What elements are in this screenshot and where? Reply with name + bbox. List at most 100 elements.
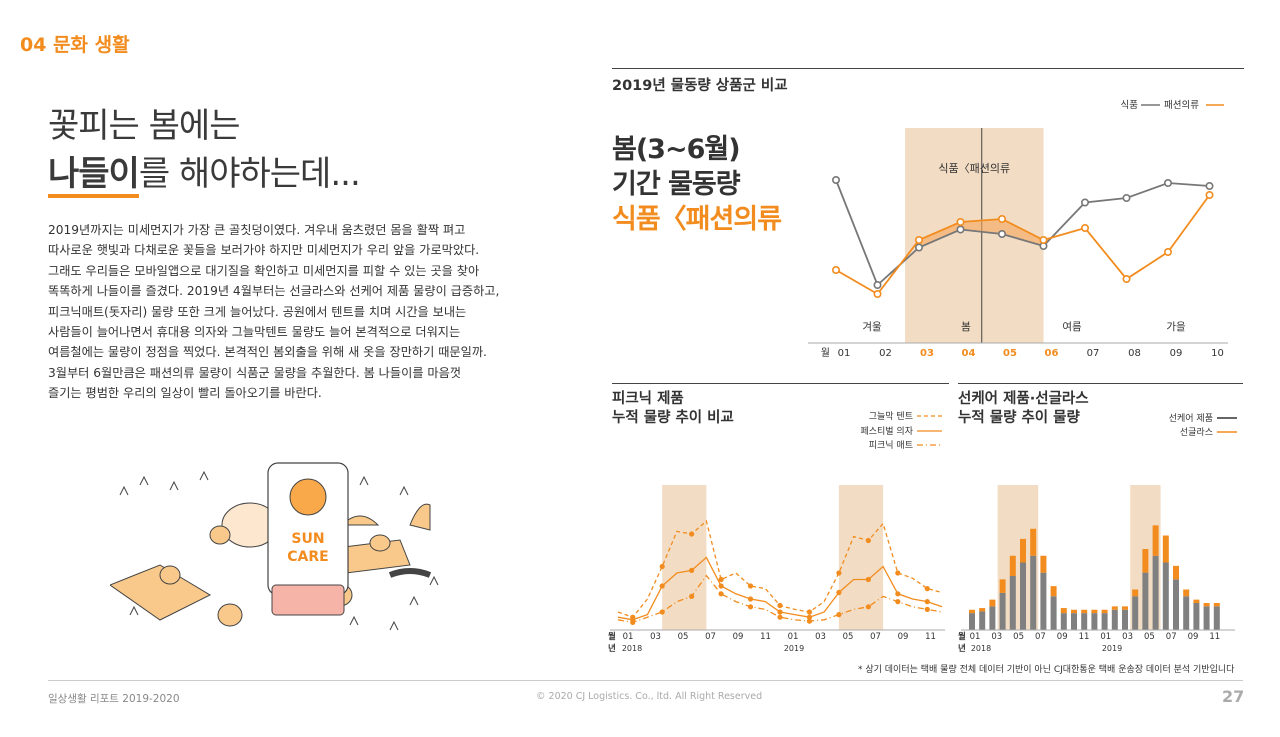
data-point [659, 583, 665, 589]
data-point [956, 218, 965, 227]
data-point [915, 236, 924, 245]
bar-sunglasses [1071, 609, 1077, 614]
bar-sunglasses [1111, 606, 1118, 610]
series-line-패션의류 [835, 194, 1211, 296]
data-point [806, 614, 813, 620]
data-point [836, 570, 842, 576]
picnic-mat-icon [110, 564, 212, 621]
season-label: 겨울 [862, 321, 882, 333]
season-label: 봄 [961, 321, 971, 333]
headline-line1: 꽃피는 봄에는 [48, 106, 240, 146]
data-point [1122, 194, 1131, 203]
x-axis-prefix: 월 [821, 347, 830, 359]
person-icon [369, 534, 391, 552]
body-line: 사람들이 늘어나면서 휴대용 의자와 그늘막텐트 물량도 늘어 본격적으로 더워… [48, 325, 461, 340]
legend-label-sunglasses: 선글라스 [1180, 427, 1213, 438]
legend-label: 페스티벌 의자 [860, 426, 913, 437]
bar-suncare [1173, 579, 1179, 630]
x-tick-label: 03 [920, 348, 934, 359]
top-rule [612, 68, 1244, 69]
suncare-title-line2: 누적 물량 추이 물량 [958, 410, 1080, 426]
x-tick-label: 09 [1188, 632, 1199, 642]
x-tick-label: 05 [1144, 632, 1155, 642]
year-axis-prefix: 년 [608, 643, 616, 654]
body-line: 피크닉매트(돗자리) 물량 또한 크게 늘어났다. 공원에서 텐트를 치며 시간… [48, 304, 467, 319]
legend-label-food: 식품 [1121, 100, 1139, 111]
body-line: 그래도 우리들은 모바일앱으로 대기질을 확인하고 미세먼지를 피할 수 있는 … [48, 263, 480, 278]
x-tick-label: 04 [962, 348, 976, 359]
headline: 꽃피는 봄에는 나들이를 해야하는데... [48, 102, 361, 198]
data-point [806, 618, 813, 624]
x-tick-label: 09 [1057, 632, 1068, 642]
x-tick-label: 09 [1170, 348, 1183, 359]
body-text: 2019년까지는 미세먼지가 가장 큰 골칫덩이였다. 겨우내 움츠렸던 몸을 … [48, 220, 528, 404]
suncare-title-line1: 선케어 제품·선글라스 [958, 391, 1089, 407]
x-tick-label: 05 [1013, 632, 1024, 642]
headline-line2: 나들이를 해야하는데... [48, 150, 361, 198]
highlight-band [838, 485, 884, 630]
main-chart-title: 2019년 물동량 상품군 비교 [612, 78, 788, 94]
data-point [924, 586, 930, 592]
season-label: 가을 [1166, 321, 1186, 333]
legend-label-fashion: 패션의류 [1164, 100, 1199, 111]
data-point [689, 567, 695, 573]
picnic-title-line2: 누적 물량 추이 비교 [612, 410, 734, 426]
bar-suncare [1162, 562, 1169, 630]
x-tick-label: 07 [705, 632, 716, 642]
bar-sunglasses [1183, 589, 1190, 597]
x-tick-label: 11 [1079, 632, 1090, 642]
data-point [1080, 224, 1089, 233]
x-tick-label: 05 [1003, 348, 1017, 359]
bar-suncare [1183, 596, 1190, 630]
bar-sunglasses [989, 599, 996, 607]
footnote: * 상기 데이터는 택배 물량 전체 데이터 기반이 아닌 CJ대한통운 택배 … [858, 665, 1235, 675]
data-point [689, 593, 695, 599]
picnic-title-line1: 피크닉 제품 [612, 391, 684, 407]
footer-copyright: © 2020 CJ Logistics. Co., ltd. All Right… [536, 691, 763, 702]
data-point [895, 591, 901, 597]
x-tick-label: 05 [843, 632, 854, 642]
x-tick-label: 01 [1100, 632, 1111, 642]
bar-sunglasses [979, 608, 986, 612]
big-title-line3: 식품〈패션의류 [612, 204, 782, 235]
picnic-rule [612, 383, 949, 384]
year-label: 2019 [1102, 644, 1122, 653]
bar-sunglasses [1081, 609, 1088, 614]
x-tick-label: 07 [1166, 632, 1177, 642]
bar-suncare [1122, 609, 1128, 630]
bar-sunglasses [1173, 565, 1179, 580]
year-label: 2018 [622, 644, 642, 653]
suncare-chart-title: 선케어 제품·선글라스 누적 물량 추이 물량 [958, 390, 1089, 428]
x-tick-label: 11 [760, 632, 771, 642]
bar-sunglasses [1030, 528, 1037, 556]
data-point [956, 225, 965, 234]
bar-sunglasses [1122, 606, 1128, 610]
body-line: 따사로운 햇빛과 다채로운 꽃들을 보러가야 하지만 미세먼지가 우리 앞을 가… [48, 243, 480, 258]
data-point [924, 606, 930, 612]
sun-icon [289, 478, 327, 516]
data-point [747, 583, 754, 589]
body-line: 3월부터 6월만큼은 패션의류 물량이 식품군 물량을 추월한다. 봄 나들이를… [48, 365, 462, 380]
season-label: 여름 [1062, 321, 1082, 333]
sunscreen-label-1: SUN [291, 531, 324, 547]
bar-sunglasses [1132, 589, 1139, 597]
bar-sunglasses [1162, 535, 1169, 563]
section-label: 04 문화 생활 [20, 34, 130, 56]
data-point [689, 531, 695, 537]
bar-suncare [1203, 606, 1210, 630]
band-label: 식품〈패션의류 [938, 162, 1010, 175]
bar-suncare [1101, 613, 1108, 630]
data-point [895, 570, 901, 576]
cat-icon [388, 568, 432, 578]
data-point [718, 583, 724, 589]
bar-suncare [989, 606, 996, 630]
grass-decoration [119, 470, 439, 631]
bar-sunglasses [1193, 599, 1200, 603]
bar-suncare [1142, 572, 1149, 630]
legend-label-suncare: 선케어 제품 [1169, 413, 1213, 424]
x-tick-label: 11 [1209, 632, 1220, 642]
x-tick-label: 08 [1128, 348, 1141, 359]
data-point [747, 596, 754, 602]
suncare-rule [958, 383, 1243, 384]
bar-sunglasses [1142, 549, 1149, 573]
